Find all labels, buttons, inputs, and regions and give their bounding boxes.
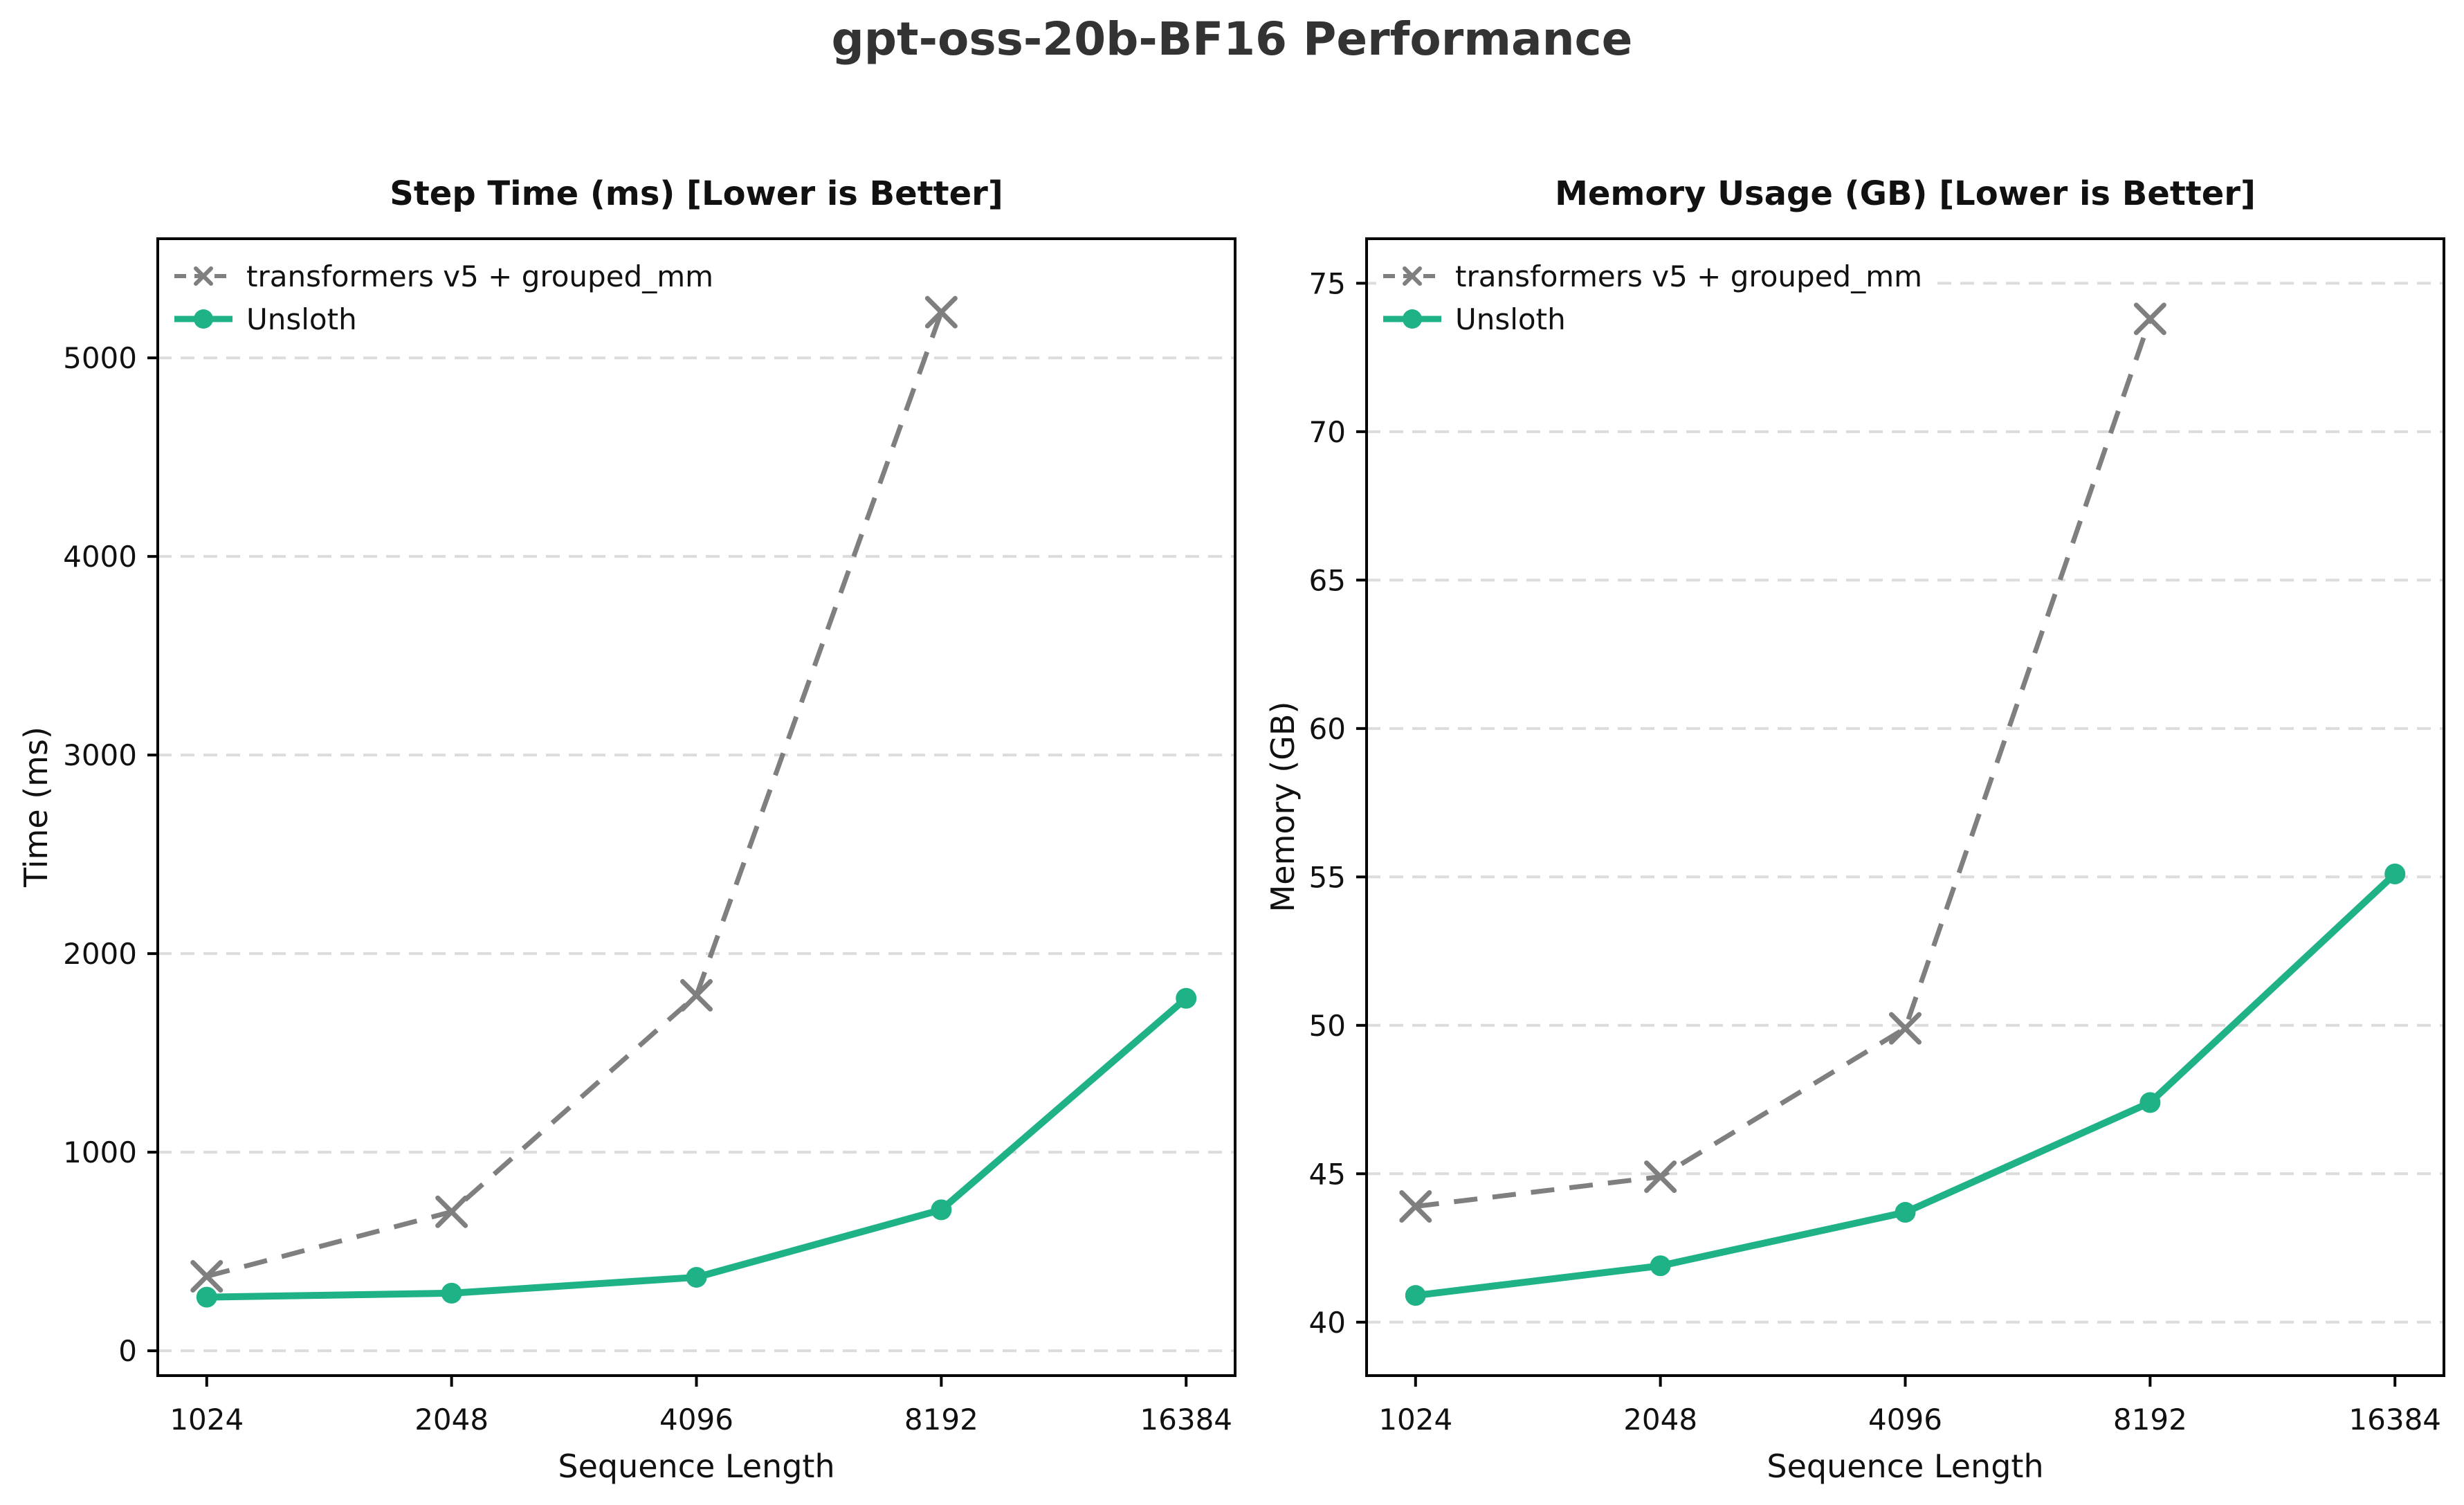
- x-tick-label: 8192: [2113, 1403, 2187, 1436]
- x-marker: [190, 1260, 223, 1293]
- y-tick-label: 2000: [63, 937, 137, 971]
- x-tick-label: 4096: [659, 1403, 733, 1436]
- x-marker: [2133, 302, 2166, 336]
- y-tick-label: 50: [1309, 1009, 1346, 1043]
- solid-line-circle-marker-icon: [1383, 309, 1441, 329]
- legend-label: Unsloth: [1455, 302, 1566, 336]
- y-tick-label: 5000: [63, 341, 137, 375]
- x-tick-label: 1024: [1378, 1403, 1452, 1436]
- y-tick-label: 40: [1309, 1306, 1346, 1340]
- legend: transformers v5 + grouped_mm Unsloth: [167, 253, 724, 342]
- legend: transformers v5 + grouped_mm Unsloth: [1376, 253, 1933, 342]
- circle-marker: [1405, 1285, 1426, 1306]
- circle-marker: [1176, 987, 1197, 1009]
- x-marker: [680, 978, 713, 1012]
- y-tick-label: 75: [1309, 266, 1346, 300]
- circle-marker: [2139, 1092, 2161, 1113]
- y-tick-label: 4000: [63, 540, 137, 574]
- x-tick-label: 4096: [1868, 1403, 1942, 1436]
- legend-item-unsloth: Unsloth: [173, 298, 713, 340]
- x-marker: [435, 1195, 468, 1228]
- legend-item-unsloth: Unsloth: [1382, 298, 1922, 340]
- y-tick-label: 45: [1309, 1157, 1346, 1191]
- axes-background: [158, 239, 1235, 1376]
- x-marker: [1644, 1160, 1677, 1194]
- dashed-line-x-marker-icon: [174, 266, 232, 286]
- plot-area-step-time: 0 1000 2000 3000 4000 5000 1024 2048 4096 8192 163…: [63, 237, 1236, 1436]
- legend-x-marker: [1403, 266, 1422, 286]
- circle-marker: [686, 1266, 707, 1288]
- y-tick-label: 55: [1309, 860, 1346, 894]
- x-tick-label: 16384: [2348, 1403, 2441, 1436]
- x-axis-label-sequence-length: Sequence Length: [1767, 1448, 2044, 1485]
- legend-item-transformers: transformers v5 + grouped_mm: [1382, 255, 1922, 298]
- y-tick-label: 3000: [63, 738, 137, 772]
- x-tick-label: 8192: [904, 1403, 978, 1436]
- x-marker: [1399, 1189, 1432, 1223]
- y-tick-label: 65: [1309, 563, 1346, 597]
- x-tick-label: 2048: [1623, 1403, 1697, 1436]
- circle-marker: [196, 1286, 217, 1308]
- x-tick-label: 1024: [170, 1403, 244, 1436]
- x-axis-label-sequence-length: Sequence Length: [558, 1448, 835, 1485]
- y-tick-label: 60: [1309, 712, 1346, 746]
- x-marker: [924, 295, 958, 329]
- axes-background: [1367, 239, 2444, 1376]
- x-tick-label: 2048: [414, 1403, 489, 1436]
- legend-x-marker: [194, 266, 213, 286]
- y-tick-label: 70: [1309, 415, 1346, 449]
- circle-marker: [931, 1199, 952, 1221]
- x-marker: [1889, 1012, 1922, 1045]
- legend-label: transformers v5 + grouped_mm: [246, 259, 714, 293]
- circle-marker: [1650, 1255, 1671, 1277]
- dashed-line-x-marker-icon: [1383, 266, 1441, 286]
- series-line: [206, 311, 944, 1279]
- series-line: [1415, 318, 2153, 1209]
- circle-marker: [441, 1282, 462, 1304]
- legend-circle-marker: [1403, 309, 1422, 329]
- figure-title: gpt-oss-20b-BF16 Performance: [831, 12, 1633, 66]
- legend-circle-marker: [194, 309, 213, 329]
- legend-label: transformers v5 + grouped_mm: [1455, 259, 1923, 293]
- circle-marker: [1895, 1202, 1916, 1223]
- subplot-title-step-time: Step Time (ms) [Lower is Better]: [390, 174, 1003, 213]
- y-tick-label: 1000: [63, 1135, 137, 1169]
- subplot-title-memory: Memory Usage (GB) [Lower is Better]: [1555, 174, 2256, 213]
- legend-item-transformers: transformers v5 + grouped_mm: [173, 255, 713, 298]
- y-tick-label: 0: [118, 1334, 137, 1368]
- legend-label: Unsloth: [246, 302, 357, 336]
- solid-line-circle-marker-icon: [174, 309, 232, 329]
- x-tick-label: 16384: [1140, 1403, 1232, 1436]
- circle-marker: [2384, 864, 2406, 885]
- plot-area-memory: 40 45 50 55 60 65 70 75 1024 2048 4096 8192 16384: [1309, 237, 2445, 1436]
